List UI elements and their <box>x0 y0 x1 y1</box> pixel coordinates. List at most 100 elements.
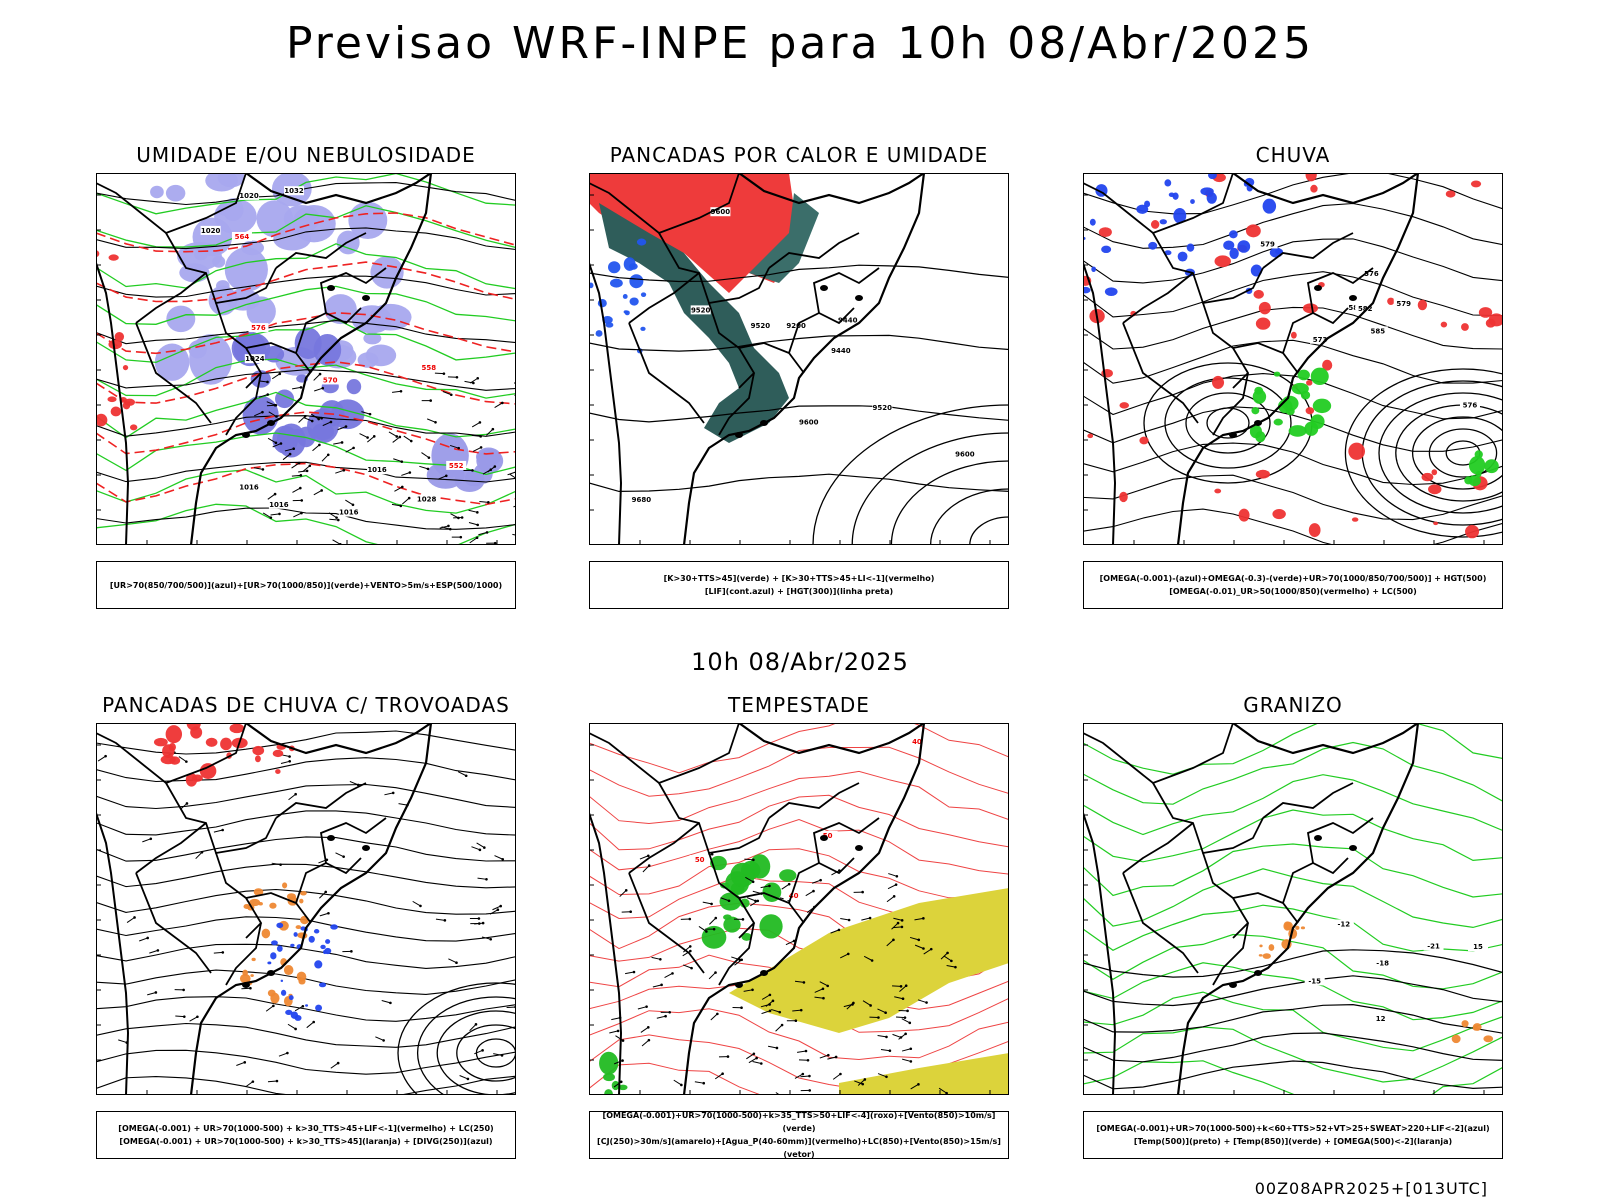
panel-title: UMIDADE E/OU NEBULOSIDADE <box>136 143 476 167</box>
wind-vector <box>673 1079 682 1086</box>
wind-vector-head <box>892 895 896 898</box>
wind-vector-head <box>329 420 333 424</box>
wind-vector <box>785 940 795 946</box>
wind-vector <box>831 870 840 876</box>
wind-vector-head <box>275 415 278 418</box>
pressure-isobar <box>96 461 516 483</box>
thunderstorm-red-area <box>160 755 176 765</box>
wind-vector-head <box>756 899 760 903</box>
lake <box>1229 982 1237 988</box>
lake <box>735 432 743 438</box>
streamline-arrow <box>474 1049 483 1055</box>
wind-vector-head <box>616 1029 620 1033</box>
wind-vector <box>914 944 924 949</box>
map-tempestade: 4040505012S15S18S21S24S27S30S33S36S39S42… <box>589 723 1009 1095</box>
wind-vector-head <box>476 376 480 380</box>
wind-vector-head <box>900 925 904 929</box>
omega-blue-area <box>1101 245 1112 254</box>
country-border <box>1232 892 1299 924</box>
contour-label-bg <box>798 417 819 427</box>
wind-vector-head <box>261 468 265 471</box>
omega-red-area <box>1387 297 1395 305</box>
humidity-lower-contour <box>96 358 516 399</box>
thunderstorm-red-area <box>252 745 265 756</box>
thunderstorm-red-area <box>254 755 261 763</box>
wind-vector-head <box>273 492 277 496</box>
omega-red-area <box>1253 289 1264 299</box>
wind-vector <box>652 984 662 988</box>
wind-vector-head <box>300 499 304 502</box>
divergence-blue-area <box>313 929 320 934</box>
wind-vector-head <box>619 1080 623 1084</box>
wind-vector-head <box>489 937 493 941</box>
divergence-blue-area <box>324 947 332 955</box>
wind-vector-head <box>621 1039 625 1042</box>
omega-orange-area <box>1295 925 1300 930</box>
wind-vector-head <box>301 1004 305 1008</box>
wind-vector <box>748 1057 757 1064</box>
country-border <box>1212 372 1249 436</box>
temp-500-contour <box>1083 1003 1503 1034</box>
wind-vector-head <box>335 516 338 519</box>
wind-850-green-area <box>779 869 797 882</box>
water-content-contour <box>589 770 1009 825</box>
temp-850-contour <box>1083 962 1503 1021</box>
wind-vector-head <box>768 884 771 888</box>
omega-blue-area <box>1089 218 1096 226</box>
contour-label: 576 <box>251 324 266 332</box>
wind-vector-head <box>272 1004 275 1008</box>
wind-vector-head <box>368 412 372 416</box>
wind-vector <box>702 901 712 905</box>
panel-legend: [OMEGA(-0.001) + UR>70(1000-500) + k>30_… <box>96 1111 516 1159</box>
wind-vector-head <box>278 512 281 516</box>
omega-green-area <box>1297 369 1310 381</box>
map-umidade: 1016 1016 1016 1016 1020 1020 1024 1028 1032 570 5… <box>96 173 516 545</box>
wind-vector-head <box>922 917 925 920</box>
wind-vector-head <box>726 1055 730 1058</box>
humidity-lower-contour <box>96 285 516 325</box>
country-border <box>135 322 212 424</box>
wind-vector <box>345 447 354 453</box>
wind-vector-head <box>481 921 485 925</box>
wind-vector-head <box>925 1001 928 1004</box>
wind-vector <box>268 411 277 417</box>
wind-vector-head <box>834 1055 838 1059</box>
lifted-index-blue <box>602 316 613 324</box>
wind-vector-head <box>352 446 355 450</box>
streamline-250-vortex <box>416 996 516 1095</box>
lake <box>1229 432 1237 438</box>
contour-label-bg <box>837 315 858 325</box>
streamline-arrow <box>294 1005 304 1012</box>
wind-850-green-area <box>599 1051 619 1075</box>
thunderstorm-orange-area <box>283 965 294 976</box>
divergence-blue-area <box>293 932 298 937</box>
panel-trovoadas: PANCADAS DE CHUVA C/ TROVOADAS 12S15S18S… <box>66 693 546 1193</box>
contour-label-bg <box>631 495 652 505</box>
lake <box>1349 845 1357 851</box>
wind-vector-head <box>336 1061 340 1065</box>
country-border <box>768 232 860 269</box>
wind-vector-head <box>632 970 636 974</box>
legend-line: [K>30+TTS>45](verde) + [K>30+TTS>45+LI<-… <box>663 574 935 583</box>
wind-vector-head <box>629 910 632 913</box>
wind-vector <box>768 1045 778 1049</box>
omega-red-area <box>1305 173 1317 182</box>
wind-vector <box>761 1010 771 1015</box>
omega-blue-area <box>1186 243 1195 252</box>
country-border <box>738 342 805 374</box>
humidity-lower-contour <box>96 391 516 439</box>
wind-vector-head <box>303 415 307 418</box>
wind-vector-head <box>483 846 486 849</box>
wind-vector <box>827 1056 837 1060</box>
coastline-west <box>1083 262 1117 545</box>
wind-vector-head <box>288 760 292 763</box>
thunderstorm-orange-area <box>269 902 277 909</box>
omega-red-area <box>1351 517 1359 522</box>
wind-vector-head <box>481 1049 484 1052</box>
wind-vector <box>469 377 479 384</box>
wind-vector-head <box>221 951 225 954</box>
wind-vector <box>303 417 313 422</box>
wind-vector-head <box>738 958 742 962</box>
contour-label: 1032 <box>284 187 304 195</box>
water-content-contour <box>589 848 1009 900</box>
